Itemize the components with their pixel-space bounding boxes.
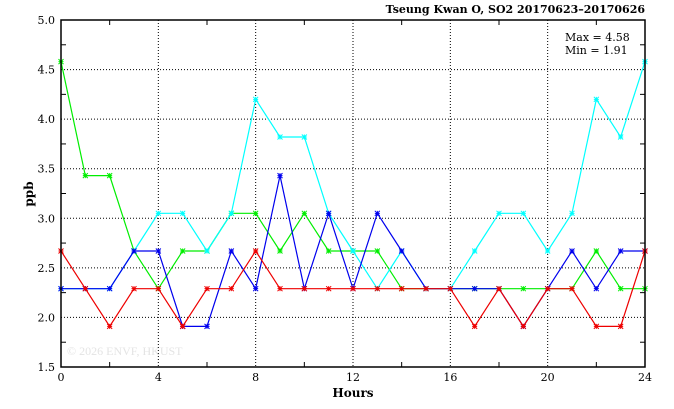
data-point	[350, 285, 356, 292]
data-point	[252, 248, 259, 254]
data-point	[252, 210, 259, 217]
x-tick-label: 4	[155, 371, 162, 384]
min-annotation: Min = 1.91	[565, 44, 628, 57]
data-point	[82, 172, 89, 179]
data-point	[252, 96, 259, 103]
data-point	[593, 323, 600, 330]
max-annotation: Max = 4.58	[565, 31, 630, 44]
data-point	[569, 248, 575, 254]
data-point	[277, 172, 283, 179]
y-tick-label: 5.0	[38, 14, 56, 27]
grid	[61, 20, 645, 367]
ticks: 0 4 8 12 16 20 24 1.5 2.0 2.5 3.0 3.5 4.0 4.5 5.0	[38, 14, 653, 384]
data-point	[398, 248, 405, 254]
x-tick-label: 0	[58, 371, 65, 384]
data-point	[179, 248, 186, 254]
data-point	[179, 210, 186, 217]
data-point	[593, 285, 600, 292]
data-point	[204, 285, 210, 292]
data-point	[277, 285, 283, 292]
data-point	[155, 248, 162, 254]
data-point	[471, 323, 478, 330]
data-point	[374, 285, 381, 292]
data-point	[325, 210, 332, 217]
data-point	[496, 210, 502, 217]
data-point	[204, 248, 210, 254]
data-point	[228, 210, 235, 217]
data-point	[471, 285, 478, 292]
y-tick-label: 2.0	[38, 311, 56, 324]
y-axis-label: ppb	[22, 181, 36, 206]
data-point	[496, 285, 502, 292]
x-tick-label: 12	[346, 371, 360, 384]
data-point	[155, 285, 162, 292]
x-axis-label: Hours	[332, 386, 373, 400]
chart-title: Tseung Kwan O, SO2 20170623–20170626	[386, 3, 646, 16]
data-point	[471, 248, 478, 254]
data-point	[374, 210, 381, 217]
y-tick-label: 4.0	[38, 113, 56, 126]
x-tick-label: 20	[541, 371, 555, 384]
data-point	[520, 210, 527, 217]
data-point	[301, 210, 308, 217]
data-point	[593, 248, 600, 254]
x-tick-label: 24	[638, 371, 652, 384]
data-point	[106, 285, 113, 292]
data-point	[277, 248, 283, 254]
data-point	[204, 323, 210, 330]
data-point	[617, 323, 624, 330]
data-point	[569, 285, 575, 292]
data-point	[544, 285, 551, 292]
data-point	[106, 172, 113, 179]
x-tick-label: 16	[443, 371, 457, 384]
data-point	[398, 285, 405, 292]
data-point	[447, 285, 454, 292]
x-tick-label: 8	[252, 371, 259, 384]
data-point	[301, 285, 308, 292]
y-tick-label: 2.5	[38, 262, 56, 275]
data-point	[155, 210, 162, 217]
data-point	[252, 285, 259, 292]
data-point	[617, 285, 624, 292]
data-point	[82, 285, 89, 292]
data-point	[350, 248, 356, 254]
data-point	[179, 323, 186, 330]
data-point	[106, 323, 113, 330]
y-tick-label: 3.0	[38, 212, 56, 225]
data-point	[569, 210, 575, 217]
y-tick-label: 3.5	[38, 163, 56, 176]
y-tick-label: 4.5	[38, 64, 56, 77]
data-point	[277, 134, 283, 140]
data-point	[131, 285, 137, 292]
data-point	[520, 285, 527, 292]
series-day4	[58, 248, 648, 330]
series-layer	[58, 58, 648, 330]
data-point	[228, 248, 235, 254]
data-point	[544, 248, 551, 254]
data-point	[617, 248, 624, 254]
series-day1	[58, 58, 648, 292]
series-day2	[58, 58, 648, 292]
data-point	[520, 323, 527, 330]
data-point	[301, 134, 308, 140]
data-point	[131, 248, 137, 254]
data-point	[228, 285, 235, 292]
data-point	[325, 248, 332, 254]
data-point	[374, 248, 381, 254]
data-point	[325, 285, 332, 292]
data-point	[593, 96, 600, 103]
watermark: © 2026 ENVF, HKUST	[67, 344, 183, 358]
y-tick-label: 1.5	[38, 361, 56, 374]
data-point	[617, 134, 624, 140]
data-point	[423, 285, 429, 292]
